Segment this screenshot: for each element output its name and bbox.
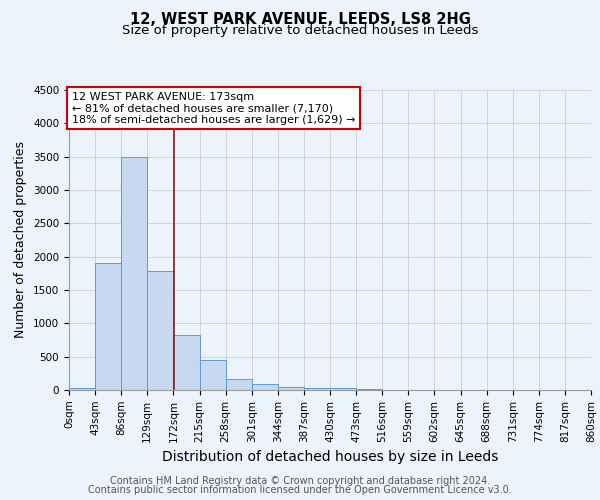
Bar xyxy=(278,386,304,390)
Bar xyxy=(95,264,121,390)
Text: Contains HM Land Registry data © Crown copyright and database right 2024.: Contains HM Land Registry data © Crown c… xyxy=(110,476,490,486)
Bar xyxy=(330,388,356,390)
Text: Size of property relative to detached houses in Leeds: Size of property relative to detached ho… xyxy=(122,24,478,37)
Bar xyxy=(173,334,199,390)
Bar xyxy=(121,156,148,390)
Bar xyxy=(356,388,382,390)
Bar xyxy=(148,272,173,390)
Text: Contains public sector information licensed under the Open Government Licence v3: Contains public sector information licen… xyxy=(88,485,512,495)
X-axis label: Distribution of detached houses by size in Leeds: Distribution of detached houses by size … xyxy=(162,450,498,464)
Text: 12 WEST PARK AVENUE: 173sqm
← 81% of detached houses are smaller (7,170)
18% of : 12 WEST PARK AVENUE: 173sqm ← 81% of det… xyxy=(71,92,355,124)
Bar xyxy=(304,388,330,390)
Bar xyxy=(199,360,226,390)
Text: 12, WEST PARK AVENUE, LEEDS, LS8 2HG: 12, WEST PARK AVENUE, LEEDS, LS8 2HG xyxy=(130,12,470,28)
Y-axis label: Number of detached properties: Number of detached properties xyxy=(14,142,28,338)
Bar xyxy=(226,380,252,390)
Bar xyxy=(252,384,278,390)
Bar xyxy=(69,388,95,390)
